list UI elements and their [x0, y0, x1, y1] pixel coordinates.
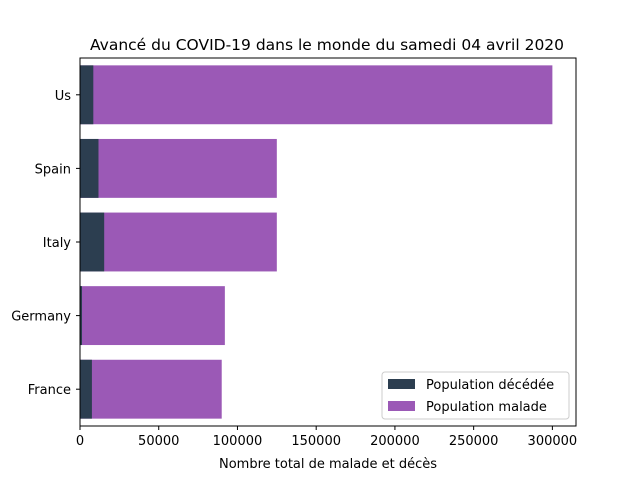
- chart-title: Avancé du COVID-19 dans le monde du same…: [90, 36, 564, 54]
- bar-sick-us: [80, 65, 553, 125]
- x-tick-label: 150000: [291, 434, 341, 449]
- bar-deaths-germany: [80, 286, 83, 346]
- bar-sick-germany: [80, 286, 225, 346]
- x-tick-label: 250000: [449, 434, 499, 449]
- legend-frame: [381, 371, 570, 420]
- x-tick-label: 300000: [528, 434, 578, 449]
- x-tick-label: 0: [76, 434, 84, 449]
- x-axis-label: Nombre total de malade et décès: [219, 457, 437, 472]
- bar-sick-spain: [80, 138, 277, 198]
- y-tick-label-france: France: [28, 383, 71, 398]
- y-tick-label-spain: Spain: [35, 162, 71, 177]
- legend-label-deaths: Population décédée: [426, 378, 554, 393]
- legend-swatch-sick: [388, 401, 415, 411]
- bar-deaths-italy: [80, 212, 105, 272]
- x-axis-ticks: 0 50000 100000 150000 200000 250000 300000: [76, 426, 577, 449]
- bar-deaths-france: [80, 359, 92, 419]
- bar-deaths-us: [80, 65, 94, 125]
- x-tick-label: 100000: [213, 434, 263, 449]
- bar-deaths-spain: [80, 138, 99, 198]
- bar-sick-france: [80, 359, 222, 419]
- legend-label-sick: Population malade: [426, 400, 547, 415]
- y-tick-label-us: Us: [55, 89, 72, 104]
- y-axis-ticks: France Germany Italy Spain Us: [11, 89, 80, 398]
- y-tick-label-germany: Germany: [11, 310, 71, 325]
- legend-swatch-deaths: [388, 379, 415, 389]
- x-tick-label: 50000: [138, 434, 179, 449]
- bar-sick-italy: [80, 212, 277, 272]
- x-tick-label: 200000: [370, 434, 420, 449]
- y-tick-label-italy: Italy: [43, 236, 72, 251]
- bars-layer: [80, 65, 553, 419]
- legend: Population décédée Population malade: [381, 371, 570, 420]
